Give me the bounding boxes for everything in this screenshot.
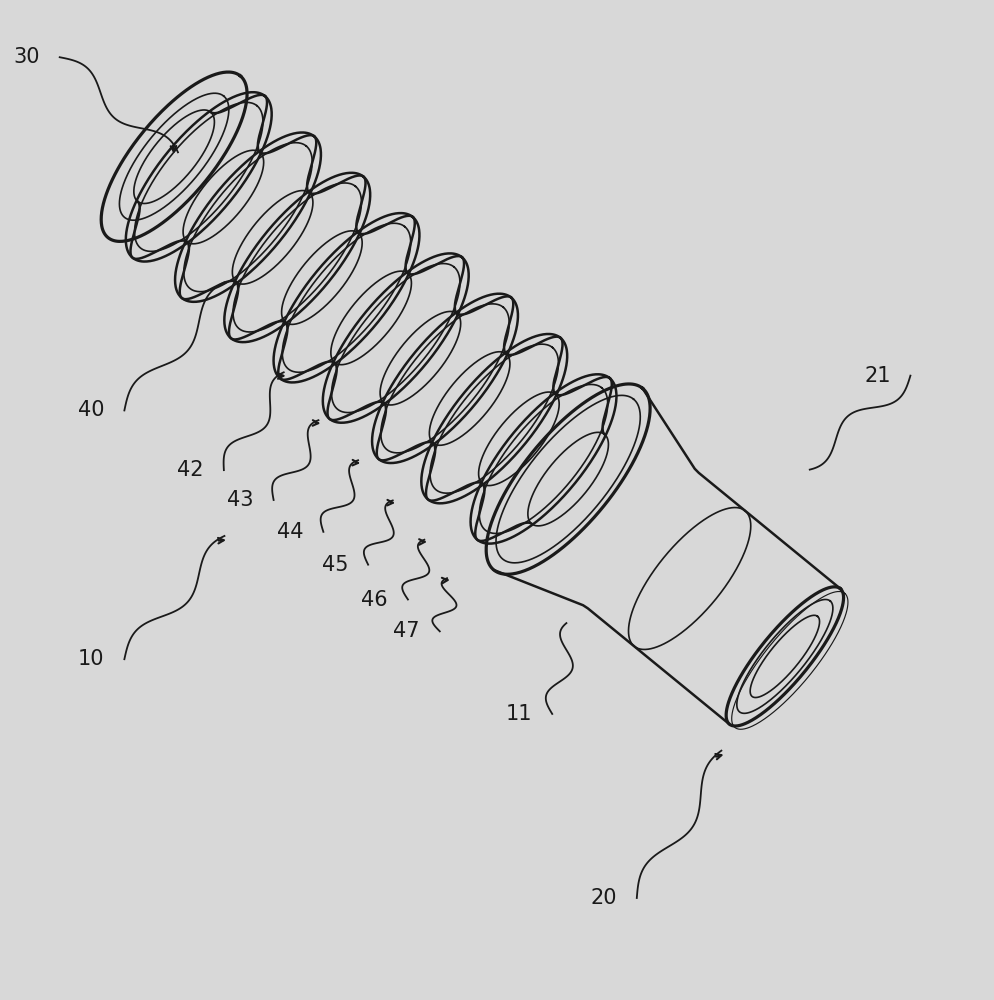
Text: 11: 11 (505, 704, 532, 724)
Text: 46: 46 (361, 589, 388, 609)
Text: 45: 45 (321, 555, 348, 575)
Text: 47: 47 (393, 621, 419, 641)
Text: 21: 21 (863, 366, 890, 386)
Text: 43: 43 (227, 490, 253, 510)
Text: 30: 30 (13, 47, 40, 67)
Text: 44: 44 (276, 522, 303, 542)
Text: 42: 42 (177, 460, 204, 480)
Text: 40: 40 (78, 400, 104, 420)
Text: 20: 20 (589, 888, 616, 908)
Text: 10: 10 (78, 649, 104, 669)
